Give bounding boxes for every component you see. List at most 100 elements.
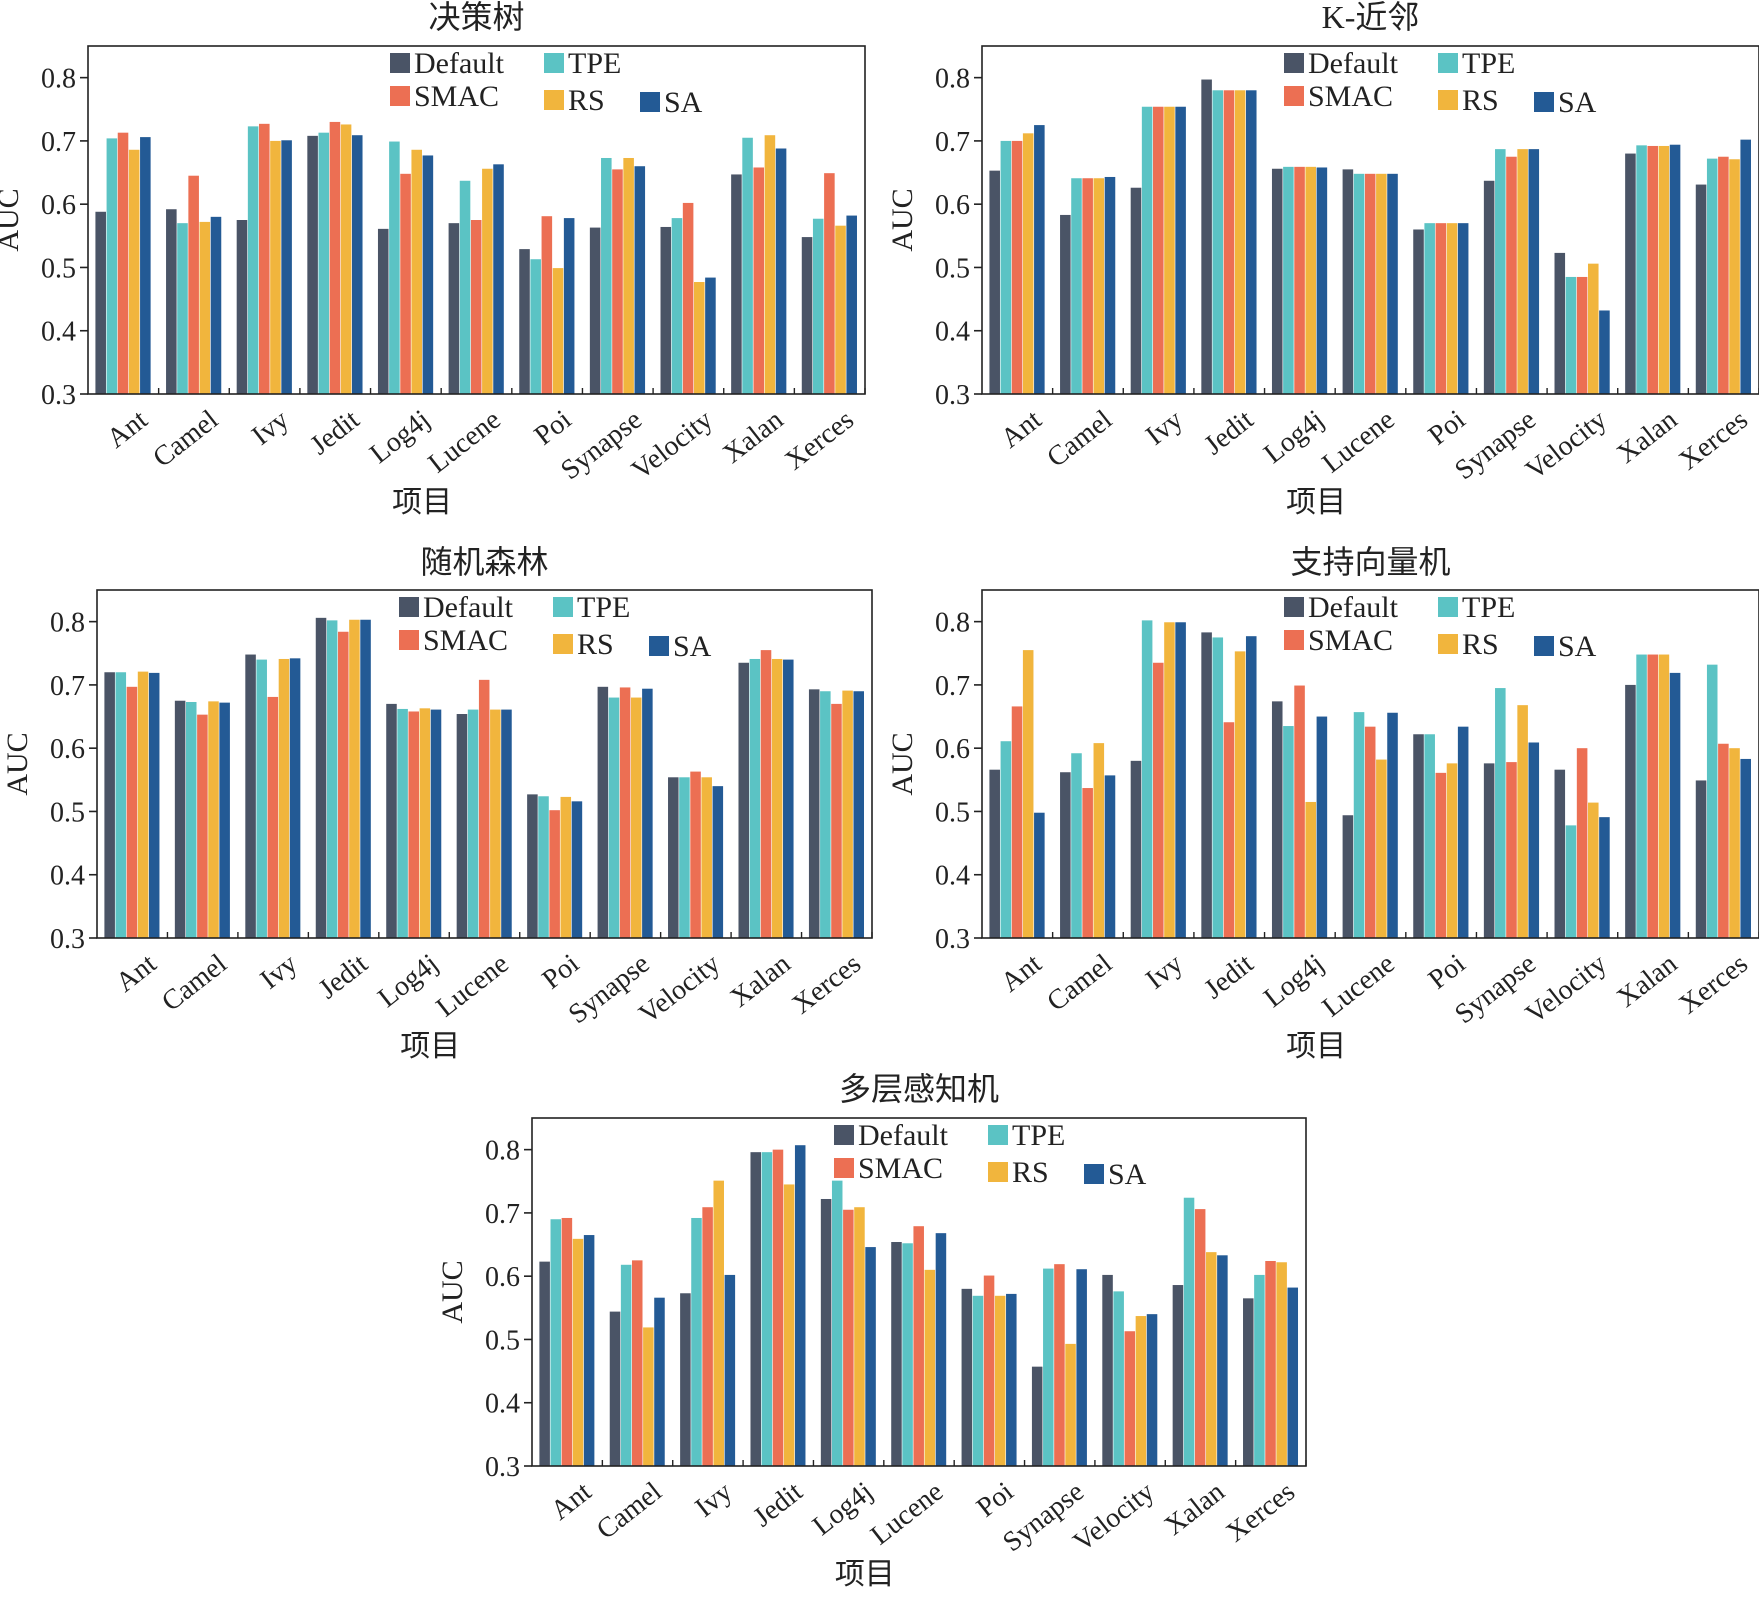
bar-ivy-rs: [270, 140, 281, 394]
bar-jedit-tpe: [1212, 90, 1224, 394]
bar-xalan-rs: [1206, 1252, 1217, 1466]
bar-log4j-tpe: [831, 1180, 843, 1466]
y-tick-label: 0.7: [50, 671, 85, 702]
bar-camel-smac: [188, 175, 199, 394]
legend-swatch-smac: [390, 86, 410, 106]
y-tick-label: 0.5: [935, 797, 970, 828]
bar-velocity-rs: [1587, 802, 1599, 938]
bar-ivy-default: [236, 220, 248, 394]
bar-velocity-sa: [705, 277, 716, 394]
bar-log4j-smac: [1294, 166, 1305, 394]
bar-lucene-tpe: [467, 709, 479, 938]
bar-xerces-rs: [1729, 159, 1740, 394]
bar-log4j-smac: [1294, 685, 1305, 938]
legend-label-rs: RS: [1012, 1156, 1049, 1189]
x-tick-label-velocity: Velocity: [633, 948, 726, 1030]
y-tick-label: 0.5: [935, 253, 970, 284]
bar-poi-rs: [552, 268, 564, 394]
legend-swatch-tpe: [553, 597, 573, 617]
legend-swatch-sa: [1084, 1164, 1104, 1184]
plot-frame: [531, 1117, 1307, 1467]
bar-lucene-sa: [935, 1233, 947, 1466]
bar-camel-tpe: [1071, 753, 1082, 938]
bar-camel-sa: [1104, 176, 1116, 394]
bar-poi-rs: [560, 796, 572, 938]
legend-swatch-default: [1284, 53, 1304, 73]
bar-poi-tpe: [1424, 734, 1435, 938]
bar-velocity-sa: [1599, 310, 1610, 394]
bar-synapse-tpe: [1495, 688, 1506, 938]
x-axis-label: 项目: [835, 1558, 895, 1591]
legend-label-smac: SMAC: [1308, 624, 1393, 657]
legend-label-rs: RS: [1462, 84, 1499, 117]
bar-ivy-tpe: [1141, 620, 1153, 938]
bar-poi-tpe: [538, 796, 549, 938]
legend-swatch-rs: [988, 1162, 1008, 1182]
bar-synapse-sa: [1076, 1269, 1087, 1466]
bar-xerces-rs: [1276, 1262, 1287, 1466]
bar-camel-rs: [199, 221, 211, 394]
bar-ant-sa: [148, 672, 160, 938]
x-tick-label-ant: Ant: [995, 948, 1047, 998]
y-tick-label: 0.4: [50, 861, 85, 892]
y-tick-label: 0.3: [41, 380, 76, 411]
x-tick-label-synapse: Synapse: [1449, 404, 1542, 486]
bar-camel-tpe: [620, 1264, 632, 1466]
x-tick-label-ivy: Ivy: [1140, 948, 1189, 995]
bar-camel-sa: [219, 702, 230, 938]
bar-ivy-sa: [1175, 106, 1186, 395]
bar-velocity-rs: [693, 282, 705, 394]
x-tick-label-ant: Ant: [110, 948, 162, 998]
x-tick-label-xerces: Xerces: [779, 404, 859, 476]
bar-velocity-tpe: [679, 777, 690, 938]
legend-label-tpe: TPE: [568, 47, 621, 80]
bar-synapse-sa: [634, 166, 646, 394]
bar-log4j-tpe: [389, 141, 400, 394]
bar-poi-rs: [994, 1295, 1006, 1466]
bar-poi-smac: [1435, 223, 1447, 394]
legend-swatch-rs: [1438, 90, 1458, 110]
bar-xalan-default: [1625, 684, 1636, 938]
y-tick-label: 0.6: [41, 190, 76, 221]
bar-xalan-rs: [771, 658, 783, 938]
bar-log4j-tpe: [1283, 166, 1294, 394]
bar-log4j-tpe: [397, 708, 408, 938]
legend-label-default: Default: [414, 47, 505, 80]
bar-xalan-tpe: [749, 658, 761, 938]
bar-poi-tpe: [1424, 223, 1435, 394]
y-tick-label: 0.8: [41, 64, 76, 95]
x-tick-label-log4j: Log4j: [1258, 948, 1330, 1014]
y-tick-label: 0.8: [485, 1136, 520, 1167]
bar-log4j-sa: [1316, 167, 1328, 394]
y-tick-label: 0.3: [935, 924, 970, 955]
legend-label-smac: SMAC: [858, 1152, 943, 1185]
bar-xalan-rs: [1658, 654, 1670, 938]
bar-camel-default: [166, 209, 177, 394]
bar-log4j-sa: [422, 155, 434, 394]
legend-swatch-smac: [1284, 86, 1304, 106]
bar-xerces-sa: [1740, 758, 1751, 938]
legend-label-sa: SA: [664, 86, 703, 119]
y-tick-label: 0.7: [935, 671, 970, 702]
legend-label-default: Default: [1308, 47, 1399, 80]
x-tick-label-xerces: Xerces: [787, 948, 867, 1020]
bar-ant-default: [104, 672, 115, 938]
bar-ivy-sa: [289, 658, 301, 938]
bar-ant-sa: [1034, 125, 1045, 394]
bar-xalan-rs: [1658, 145, 1670, 394]
bar-synapse-sa: [1528, 149, 1540, 394]
bar-xerces-smac: [824, 173, 835, 394]
bar-synapse-default: [589, 227, 601, 394]
bar-xalan-sa: [783, 659, 794, 938]
legend: Default TPE SMAC RS SA: [834, 1119, 1147, 1191]
x-tick-label-camel: Camel: [1041, 948, 1118, 1018]
bar-ivy-tpe: [1141, 106, 1153, 395]
bar-camel-smac: [1082, 178, 1093, 394]
bar-lucene-rs: [490, 709, 501, 938]
bar-lucene-smac: [470, 220, 482, 394]
y-tick-label: 0.5: [41, 253, 76, 284]
bar-velocity-tpe: [1565, 825, 1577, 938]
